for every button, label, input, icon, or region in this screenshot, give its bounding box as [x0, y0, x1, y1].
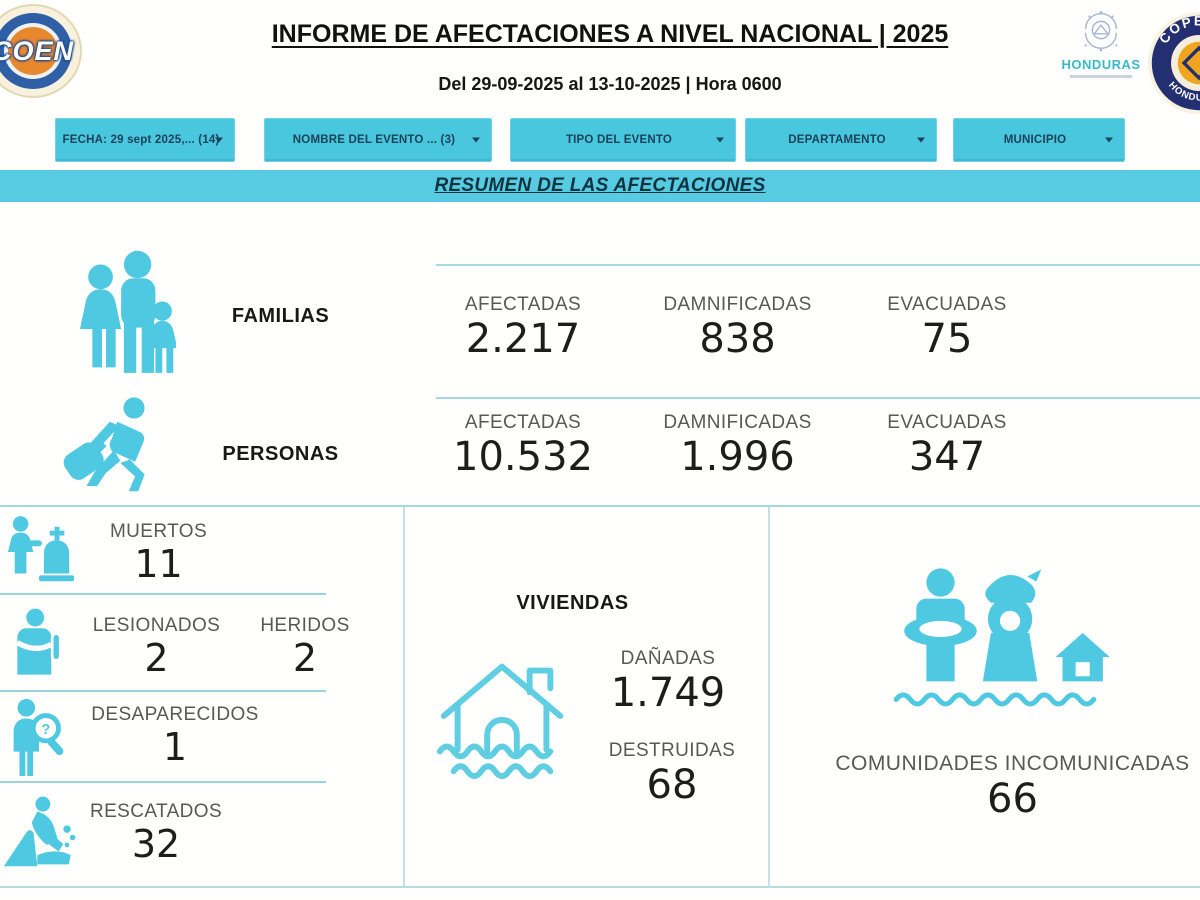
- familias-row-label: FAMILIAS: [231, 305, 330, 327]
- divider: [0, 690, 326, 692]
- familias-evacuadas-metric: EVACUADAS 75: [852, 294, 1042, 360]
- report-period: Del 29-09-2025 al 13-10-2025 | Hora 0600: [438, 74, 782, 94]
- mourner-grave-icon: [6, 514, 76, 594]
- heridos-stat: HERIDOS 2: [250, 615, 360, 679]
- traveler-icon: [56, 393, 172, 501]
- metric-label: AFECTADAS: [464, 294, 582, 315]
- coen-logo-ring: [0, 4, 82, 98]
- family-icon: [80, 244, 176, 392]
- filter-municipio-label: MUNICIPIO: [1003, 134, 1067, 146]
- chevron-down-icon: [472, 137, 480, 143]
- chevron-down-icon: [917, 137, 925, 143]
- metric-label: DESTRUIDAS: [608, 740, 736, 761]
- stat-label: COMUNIDADES INCOMUNICADAS: [835, 752, 1190, 775]
- chevron-down-icon: [716, 137, 724, 143]
- filter-fecha-label: FECHA: 29 sept 2025,... (14): [62, 134, 220, 146]
- divider: [0, 886, 1200, 888]
- divider: [0, 781, 326, 783]
- metric-label: AFECTADAS: [464, 412, 582, 433]
- personas-evacuadas-metric: EVACUADAS 347: [852, 412, 1042, 478]
- divider: [768, 507, 770, 886]
- stat-value: 66: [987, 776, 1038, 822]
- stat-label: LESIONADOS: [92, 615, 221, 636]
- viviendas-title: VIVIENDAS: [516, 592, 629, 614]
- honduras-crest-icon: [1084, 11, 1118, 52]
- stat-value: 2: [144, 636, 169, 680]
- divider: [436, 264, 1200, 266]
- metric-value: 1.996: [680, 434, 795, 480]
- divider: [0, 505, 1200, 507]
- personas-afectadas-metric: AFECTADAS 10.532: [438, 412, 608, 478]
- familias-damnificadas-metric: DAMNIFICADAS 838: [640, 294, 835, 360]
- rescatados-stat: RESCATADOS 32: [82, 801, 230, 865]
- chevron-down-icon: [1105, 137, 1113, 143]
- filter-tipo-evento-label: TIPO DEL EVENTO: [565, 134, 673, 146]
- familias-afectadas-metric: AFECTADAS 2.217: [438, 294, 608, 360]
- summary-banner: RESUMEN DE LAS AFECTACIONES: [0, 170, 1200, 202]
- flooded-community-icon: [878, 556, 1124, 724]
- metric-value: 10.532: [453, 434, 593, 480]
- muertos-stat: MUERTOS 11: [96, 521, 221, 585]
- divider: [436, 397, 1200, 399]
- filter-fecha-dropdown[interactable]: FECHA: 29 sept 2025,... (14): [55, 118, 235, 162]
- stat-label: HERIDOS: [260, 615, 350, 636]
- rescue-icon: [2, 790, 80, 872]
- metric-label: DAMNIFICADAS: [663, 294, 812, 315]
- coen-logo-text: COEN: [0, 36, 75, 66]
- personas-damnificadas-metric: DAMNIFICADAS 1.996: [640, 412, 835, 478]
- metric-label: EVACUADAS: [887, 412, 1007, 433]
- filter-tipo-evento-dropdown[interactable]: TIPO DEL EVENTO: [510, 118, 736, 162]
- metric-label: DAÑADAS: [620, 648, 716, 669]
- filter-municipio-dropdown[interactable]: MUNICIPIO: [953, 118, 1125, 162]
- coen-logo: COEN: [0, 4, 84, 100]
- honduras-logo: HONDURAS: [1054, 6, 1148, 78]
- svg-text:?: ?: [41, 722, 50, 738]
- stat-value: 2: [292, 636, 318, 680]
- injured-arm-sling-icon: [12, 606, 62, 688]
- metric-label: DAMNIFICADAS: [663, 412, 812, 433]
- comunidades-incomunicadas-stat: COMUNIDADES INCOMUNICADAS 66: [785, 752, 1200, 820]
- missing-person-icon: ?: [6, 698, 72, 778]
- stat-value: 11: [134, 542, 183, 586]
- viviendas-destruidas-metric: DESTRUIDAS 68: [588, 740, 756, 806]
- metric-value: 1.749: [610, 670, 726, 716]
- filter-nombre-evento-dropdown[interactable]: NOMBRE DEL EVENTO ... (3): [264, 118, 492, 162]
- metric-label: EVACUADAS: [887, 294, 1007, 315]
- filter-nombre-evento-label: NOMBRE DEL EVENTO ... (3): [292, 134, 456, 146]
- desaparecidos-stat: DESAPARECIDOS 1: [86, 704, 264, 768]
- page-title: INFORME DE AFECTACIONES A NIVEL NACIONAL…: [271, 20, 949, 48]
- metric-value: 75: [921, 316, 973, 362]
- stat-value: 1: [162, 725, 188, 769]
- chevron-down-icon: [215, 137, 223, 143]
- filter-departamento-label: DEPARTAMENTO: [788, 134, 886, 146]
- metric-value: 68: [646, 762, 698, 808]
- filter-departamento-dropdown[interactable]: DEPARTAMENTO: [745, 118, 937, 162]
- copeco-logo: COPECO HONDURAS: [1147, 11, 1200, 115]
- metric-value: 347: [908, 434, 986, 480]
- personas-row-label: PERSONAS: [222, 443, 339, 465]
- stat-label: DESAPARECIDOS: [91, 704, 259, 725]
- divider: [0, 593, 326, 595]
- divider: [403, 507, 405, 886]
- honduras-logo-tagline: [1070, 75, 1132, 78]
- stat-label: MUERTOS: [109, 521, 208, 542]
- metric-value: 838: [699, 316, 776, 362]
- summary-banner-title: RESUMEN DE LAS AFECTACIONES: [434, 175, 766, 196]
- flooded-house-icon: [428, 634, 576, 788]
- metric-value: 2.217: [465, 316, 581, 362]
- honduras-logo-text: HONDURAS: [1061, 57, 1141, 72]
- stat-value: 32: [131, 822, 181, 866]
- stat-label: RESCATADOS: [89, 801, 223, 822]
- viviendas-danadas-metric: DAÑADAS 1.749: [584, 648, 752, 714]
- lesionados-stat: LESIONADOS 2: [84, 615, 229, 679]
